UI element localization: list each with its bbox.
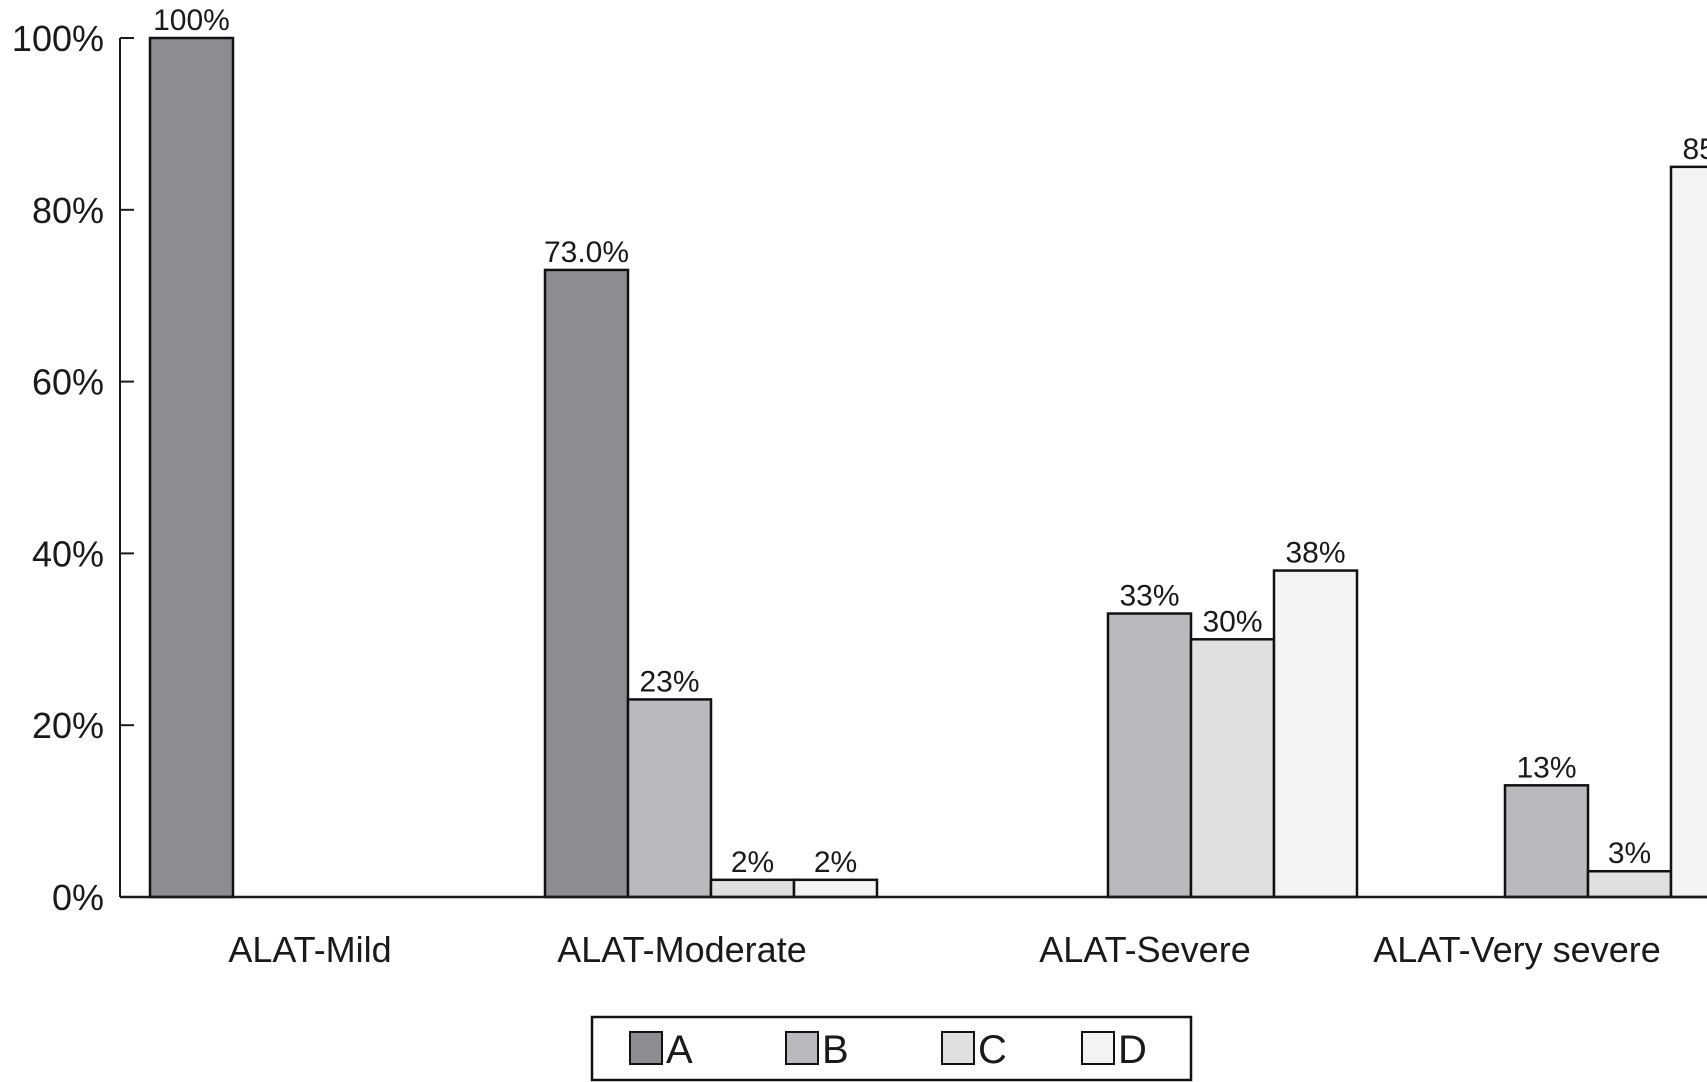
data-label-alat-mild-a: 100% [153,4,230,37]
bar-alat-moderate-d [792,878,879,899]
data-label-alat-very-severe-c: 3% [1608,837,1651,870]
data-label-alat-very-severe-d: 85% [1682,133,1707,166]
legend-swatch-b [785,1031,819,1065]
legend-swatch-c [941,1031,975,1065]
y-tick-label: 40% [32,533,104,574]
bar-alat-mild-a [148,36,235,899]
data-label-alat-severe-c: 30% [1202,605,1262,638]
y-axis: 0% 20% 40% 60% 80% 100% [12,18,134,918]
legend: A B C D [590,1015,1193,1082]
data-label-alat-moderate-a: 73.0% [544,236,629,269]
legend-swatch-d [1081,1031,1115,1065]
data-label-alat-severe-b: 33% [1119,580,1179,613]
bar-alat-very-severe-c [1586,869,1673,899]
data-label-alat-very-severe-b: 13% [1516,751,1576,784]
bar-alat-moderate-c [709,878,796,899]
data-label-alat-moderate-b: 23% [639,665,699,698]
legend-label-a: A [666,1028,693,1072]
legend-label-b: B [822,1028,849,1072]
data-label-alat-moderate-c: 2% [731,846,774,879]
legend-label-d: D [1118,1028,1147,1072]
y-tick-label: 80% [32,190,104,231]
x-tick-label-alat-moderate: ALAT-Moderate [557,929,806,970]
bar-alat-moderate-b [626,698,713,899]
y-tick-label: 100% [12,18,104,59]
x-axis: ALAT-Mild ALAT-Moderate ALAT-Severe ALAT-Ve… [120,895,1707,970]
bar-alat-very-severe-b [1503,784,1590,899]
x-tick-label-alat-mild: ALAT-Mild [228,929,391,970]
data-label-alat-moderate-d: 2% [814,846,857,879]
y-tick-label: 0% [52,877,104,918]
bar-alat-very-severe-d [1669,165,1707,899]
y-tick-label: 60% [32,362,104,403]
bar-alat-severe-b [1106,612,1193,899]
x-tick-label-alat-very-severe: ALAT-Very severe [1373,929,1660,970]
x-tick-label-alat-severe: ALAT-Severe [1039,929,1250,970]
legend-label-c: C [978,1028,1007,1072]
bar-alat-moderate-a [543,268,630,899]
data-labels: 100% 73.0% 23% 2% 2% 33% 30% 38% 13% 3% 85% [153,4,1707,879]
data-label-alat-severe-d: 38% [1285,537,1345,570]
bar-alat-severe-c [1189,638,1276,899]
y-tick-label: 20% [32,705,104,746]
bars [148,36,1707,899]
bar-alat-severe-d [1272,569,1359,899]
legend-swatch-a [629,1031,663,1065]
